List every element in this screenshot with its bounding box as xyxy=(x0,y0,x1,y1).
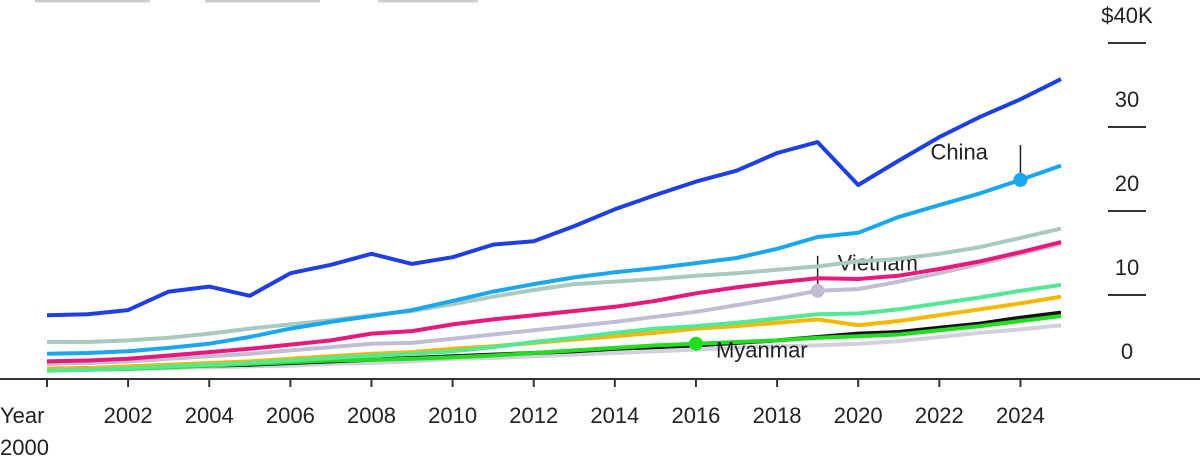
series-point xyxy=(688,336,703,351)
y-tick-label: 10 xyxy=(1115,255,1139,280)
series-point xyxy=(810,283,825,298)
y-tick-label: 20 xyxy=(1115,171,1139,196)
x-tick-label: 2010 xyxy=(428,403,478,428)
series-line xyxy=(46,241,1062,366)
series-point xyxy=(1013,172,1028,187)
x-tick-label: 2016 xyxy=(671,403,721,428)
x-tick-label: 2018 xyxy=(752,403,802,428)
x-tick-label: 2012 xyxy=(509,403,559,428)
series-line xyxy=(46,163,1062,356)
x-tick-label: 2008 xyxy=(346,403,396,428)
x-tick-label: 2024 xyxy=(995,403,1045,428)
series-line xyxy=(46,240,1062,364)
series-label: China xyxy=(930,140,988,165)
x-tick-label: 2004 xyxy=(184,403,234,428)
y-tick-label: $40K xyxy=(1101,3,1153,28)
x-tick-label: 2014 xyxy=(590,403,640,428)
x-tick-label: 2020 xyxy=(833,403,883,428)
x-tick-label: 2002 xyxy=(103,403,153,428)
x-tick-label: 2006 xyxy=(265,403,315,428)
series-label: Myanmar xyxy=(716,338,808,363)
y-tick-label: 0 xyxy=(1121,339,1133,364)
x-tick-label: Year 2000 xyxy=(0,403,49,460)
y-tick-label: 30 xyxy=(1115,87,1139,112)
series-line xyxy=(46,282,1062,373)
x-tick-label: 2022 xyxy=(914,403,964,428)
series-line xyxy=(47,226,1062,344)
series-line xyxy=(46,77,1062,318)
